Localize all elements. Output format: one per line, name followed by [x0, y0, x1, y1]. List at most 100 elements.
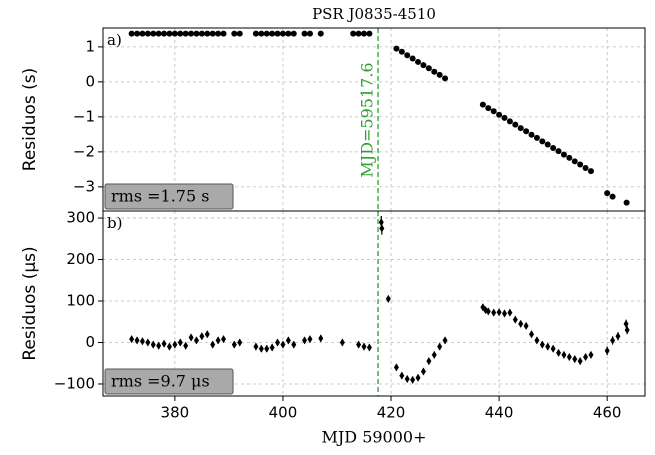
data-point [258, 30, 265, 37]
data-point [155, 30, 162, 37]
x-tick-label: 440 [485, 404, 514, 422]
data-point [161, 30, 168, 37]
y-tick-label: 1 [85, 37, 95, 55]
data-point [263, 30, 270, 37]
data-point [385, 294, 391, 303]
data-point [561, 350, 567, 359]
data-point [491, 308, 497, 317]
data-point [550, 145, 557, 152]
data-point [517, 125, 524, 132]
data-point [210, 340, 216, 349]
data-point [318, 334, 324, 343]
data-point [193, 30, 200, 37]
data-point [436, 71, 443, 78]
panel-label: a) [107, 31, 122, 49]
data-point [172, 340, 178, 349]
data-point [588, 350, 594, 359]
data-point [539, 138, 546, 145]
data-point [285, 336, 291, 345]
y-tick-label: −1 [73, 107, 95, 125]
data-point [534, 336, 540, 345]
data-point [512, 315, 518, 324]
data-point [237, 338, 243, 347]
data-point [221, 335, 227, 344]
data-point [404, 52, 411, 59]
data-point [555, 148, 562, 155]
data-point [188, 333, 194, 342]
data-point [577, 357, 583, 366]
data-point [609, 193, 616, 200]
data-point [302, 336, 308, 345]
data-point [556, 348, 562, 357]
data-point [426, 357, 432, 366]
data-point [523, 128, 530, 135]
data-point [209, 30, 216, 37]
y-tick-label: −100 [54, 374, 95, 392]
data-point [523, 321, 529, 330]
plot-frame [102, 210, 646, 397]
data-point [317, 30, 324, 37]
y-tick-label: 200 [66, 250, 95, 268]
data-point [166, 342, 172, 351]
x-axis-label: MJD 59000+ [321, 428, 426, 447]
data-point [236, 30, 243, 37]
data-point [355, 30, 362, 37]
data-point [291, 340, 297, 349]
data-point [506, 118, 513, 125]
data-point [623, 199, 630, 206]
x-tick-label: 400 [269, 404, 298, 422]
data-point [615, 332, 621, 341]
data-point [204, 30, 211, 37]
data-point [231, 340, 237, 349]
data-point [128, 30, 135, 37]
data-point [301, 30, 308, 37]
data-point [188, 30, 195, 37]
y-axis-label: Residuos (μs) [20, 246, 40, 360]
data-point [496, 111, 503, 118]
data-point [415, 58, 422, 65]
data-point [269, 30, 276, 37]
rms-box [104, 183, 234, 210]
y-tick-label: −3 [73, 177, 95, 195]
panel-label: b) [107, 214, 122, 232]
data-point [420, 367, 426, 376]
data-point [139, 337, 145, 346]
data-point [539, 340, 545, 349]
data-point [393, 363, 399, 372]
data-point [501, 114, 508, 121]
data-point [490, 108, 497, 115]
data-point [437, 342, 443, 351]
data-point [193, 336, 199, 345]
data-point [252, 30, 259, 37]
data-point [571, 158, 578, 165]
y-tick-label: 100 [66, 292, 95, 310]
data-point [129, 335, 135, 344]
data-point [550, 344, 556, 353]
data-point [231, 30, 238, 37]
data-point [182, 30, 189, 37]
data-point [529, 330, 535, 339]
x-tick-label: 420 [377, 404, 406, 422]
data-point [399, 371, 405, 380]
y-axis-label: Residuos (s) [20, 68, 40, 171]
data-point [583, 353, 589, 362]
data-point [350, 30, 357, 37]
data-point [379, 224, 385, 233]
rms-label: rms =9.7 μs [111, 372, 210, 391]
data-point [161, 339, 167, 348]
data-point [442, 75, 449, 82]
data-point [134, 336, 140, 345]
data-point [624, 326, 630, 335]
data-point [425, 65, 432, 72]
data-point [198, 30, 205, 37]
data-point [410, 375, 416, 384]
data-point [285, 30, 292, 37]
data-point [274, 30, 281, 37]
data-point [215, 30, 222, 37]
data-point [366, 343, 372, 352]
data-point [150, 340, 156, 349]
data-point [366, 30, 373, 37]
data-point [415, 373, 421, 382]
data-point [604, 190, 611, 197]
data-point [560, 151, 567, 158]
